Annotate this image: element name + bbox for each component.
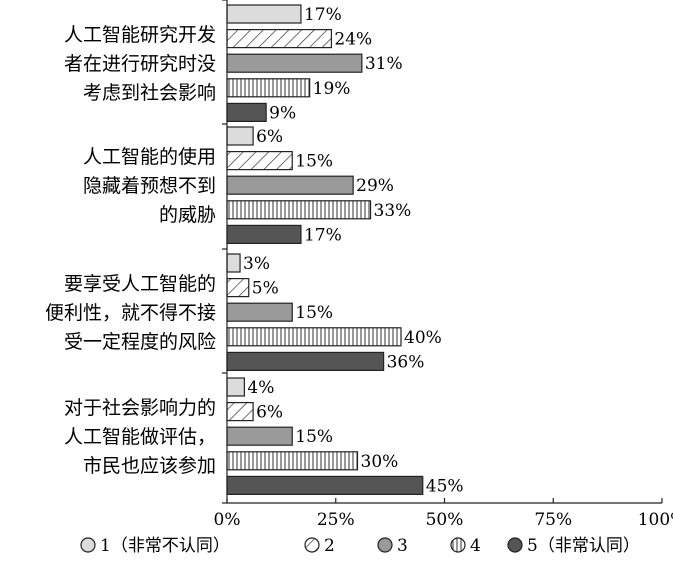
data-label: 6% [256,127,283,147]
data-label: 45% [426,476,464,496]
category-label: 便利性，就不得不接 [45,302,216,324]
legend-label: 4 [470,536,481,556]
data-label: 33% [374,201,412,221]
category-label: 要享受人工智能的 [64,273,216,295]
data-label: 6% [256,403,283,423]
data-label: 15% [295,427,333,447]
data-label: 5% [252,279,279,299]
bar-4-3 [226,426,293,446]
x-tick-label: 75% [534,510,572,530]
category-labels: 人工智能研究开发者在进行研究时没考虑到社会影响人工智能的使用隐藏着预想不到的威胁… [45,24,216,477]
data-label: 30% [361,452,399,472]
data-label: 9% [269,103,296,123]
legend-marker [304,537,320,553]
bar-2-2 [226,151,293,171]
bar-2-5 [226,224,302,244]
legend-label: 1（非常不认同） [100,536,230,556]
legend-marker [507,537,523,553]
data-label: 17% [304,225,342,245]
bar-1-1 [226,4,302,24]
category-label: 对于社会影响力的 [64,397,216,419]
category-label: 人工智能的使用 [83,146,216,168]
bar-4-5 [226,475,424,495]
x-tick-label: 25% [317,510,355,530]
bar-4-1 [226,377,245,397]
bar-3-3 [226,302,293,322]
bar-3-2 [226,278,250,298]
x-tick-label: 50% [426,510,464,530]
category-label: 人工智能研究开发 [64,24,216,46]
bar-3-5 [226,351,385,371]
data-label: 19% [313,79,351,99]
category-label: 市民也应该参加 [83,455,216,477]
category-label: 隐藏着预想不到 [83,175,216,197]
data-label: 3% [243,254,270,274]
category-label: 人工智能做评估， [64,426,216,448]
bar-1-5 [226,102,267,123]
bar-3-4 [226,327,402,347]
data-label: 29% [356,176,394,196]
bar-4-4 [226,451,359,471]
data-label: 17% [304,5,342,25]
legend-label: 5（非常认同） [527,536,640,556]
x-tick-label: 100% [638,510,673,530]
data-label: 15% [295,152,333,172]
bar-1-4 [226,78,311,98]
data-label: 24% [334,30,372,50]
legend-marker [377,537,393,553]
bar-2-4 [226,200,372,220]
category-label: 者在进行研究时没 [64,53,216,75]
x-tick-label: 0% [214,510,241,530]
category-label: 的威胁 [159,204,216,226]
data-label: 31% [365,54,403,74]
legend-marker [450,537,466,553]
data-label: 15% [295,303,333,323]
bar-1-2 [226,29,333,49]
legend: 1（非常不认同） 2 3 4 5（非常认同） [80,536,640,556]
legend-label: 2 [324,536,335,556]
data-label: 40% [404,328,442,348]
bar-2-1 [226,126,254,146]
bar-2-3 [226,175,354,195]
bar-3-1 [226,253,241,273]
legend-marker [80,537,96,553]
category-label: 考虑到社会影响 [83,82,216,104]
category-label: 受一定程度的风险 [64,331,216,353]
bar-4-2 [226,402,254,422]
data-label: 4% [247,378,274,398]
bar-1-3 [226,53,363,73]
data-label: 36% [387,352,425,372]
bars-group: 17% 24% 31% 19% 9% 6% 15% 29% 33% 17% 3% 5% 15% 40% 36… [226,4,464,496]
x-axis: 0% 25% 50% 75% 100% [214,0,673,530]
legend-label: 3 [397,536,408,556]
